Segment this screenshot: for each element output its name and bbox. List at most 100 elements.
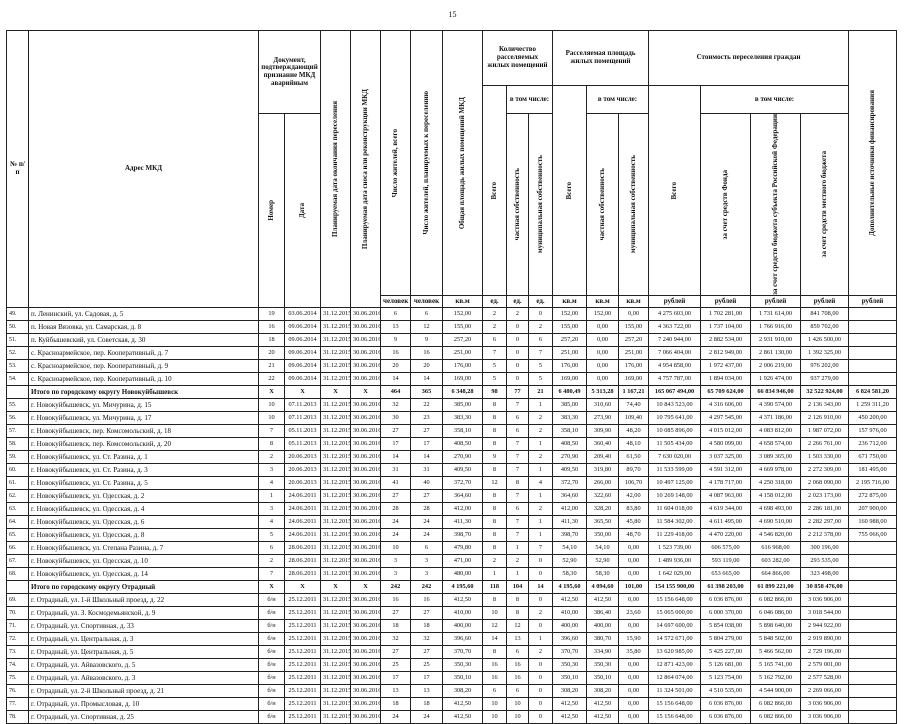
- table-cell: 370,70: [552, 644, 588, 659]
- table-cell: 4 669 978,00: [750, 462, 802, 477]
- table-cell: [848, 566, 898, 581]
- table-cell: [848, 683, 898, 698]
- table-cell: 360,40: [586, 436, 620, 451]
- table-cell: 10 795 641,00: [648, 410, 702, 425]
- table-cell: 350,30: [586, 657, 620, 672]
- table-cell: 6: [410, 306, 443, 321]
- table-cell: 157 976,00: [848, 423, 898, 438]
- table-cell: 5: [258, 527, 285, 542]
- table-cell: 8: [482, 501, 507, 516]
- header-cell: в том числе:: [700, 85, 850, 114]
- address-cell: г. Новокуйбышевск, ул. Одесская, д. 4: [28, 501, 259, 516]
- table-cell: 0,00: [618, 592, 650, 607]
- table-cell: 30.06.2016: [350, 423, 381, 438]
- table-cell: 4 546 820,00: [750, 527, 802, 542]
- table-cell: 4 611 495,00: [700, 514, 752, 529]
- table-cell: 14: [410, 449, 443, 464]
- table-cell: 6: [410, 540, 443, 555]
- table-cell: 16: [482, 657, 507, 672]
- table-cell: 15 156 648,00: [648, 592, 702, 607]
- table-cell: 14 697 600,00: [648, 618, 702, 633]
- table-cell: 09.06.2014: [284, 358, 321, 373]
- table-cell: 8: [482, 436, 507, 451]
- table-cell: 6: [506, 501, 529, 516]
- table-cell: 2: [482, 319, 507, 334]
- table-cell: 293 535,00: [800, 553, 850, 568]
- table-cell: б/н: [258, 696, 285, 711]
- table-cell: 176,00: [442, 358, 483, 373]
- table-cell: 65 709 624,00: [700, 384, 752, 399]
- table-cell: 1: [258, 488, 285, 503]
- table-cell: 7: [527, 540, 554, 555]
- table-cell: 8: [506, 592, 529, 607]
- header-cell: частная собственность: [506, 113, 529, 296]
- table-cell: 2 579 001,00: [800, 657, 850, 672]
- table-cell: 77.: [6, 696, 29, 711]
- table-cell: 2: [527, 319, 554, 334]
- table-cell: 334,90: [586, 644, 620, 659]
- table-cell: 383,30: [552, 410, 588, 425]
- table-cell: 13: [506, 631, 529, 646]
- table-cell: 1 894 034,00: [700, 371, 752, 386]
- table-row: 70. г. Отрадный, ул. З. Космодемьянской, …: [6, 605, 898, 620]
- table-cell: 4 591 312,00: [700, 462, 752, 477]
- table-cell: 10: [506, 709, 529, 724]
- table-cell: 55.: [6, 397, 29, 412]
- table-cell: 1: [506, 540, 529, 555]
- header-cell: Стоимость переселения граждан: [648, 30, 850, 86]
- table-cell: 350,10: [552, 670, 588, 685]
- table-cell: 24: [410, 527, 443, 542]
- table-cell: 9: [482, 449, 507, 464]
- table-cell: 169,00: [552, 371, 588, 386]
- table-cell: 24: [380, 514, 411, 529]
- table-cell: 30.06.2016: [350, 566, 381, 581]
- table-cell: 24.06.2011: [284, 527, 321, 542]
- table-cell: 0,00: [586, 345, 620, 360]
- table-cell: 236 712,00: [848, 436, 898, 451]
- table-cell: 2 272 309,00: [800, 462, 850, 477]
- header-cell: Количество расселяемых жилых помещений: [481, 30, 554, 86]
- table-cell: 7: [482, 345, 507, 360]
- unit-cell: кв.м: [442, 294, 483, 308]
- table-cell: 5: [527, 371, 554, 386]
- table-cell: 104: [506, 579, 529, 594]
- table-cell: 31.12.2015: [320, 488, 351, 503]
- table-cell: 106,70: [618, 475, 650, 490]
- table-cell: X: [350, 384, 381, 399]
- header-text: частная собственность: [597, 168, 606, 241]
- table-cell: 10 843 523,00: [648, 397, 702, 412]
- table-cell: 52.: [6, 345, 29, 360]
- table-cell: 98: [482, 384, 507, 399]
- table-cell: 7: [258, 423, 285, 438]
- table-cell: 4: [527, 475, 554, 490]
- table-cell: 4 363 722,00: [648, 319, 702, 334]
- table-cell: 6: [506, 423, 529, 438]
- table-cell: 10: [506, 696, 529, 711]
- table-cell: б/н: [258, 605, 285, 620]
- table-row: 73. г. Отрадный, ул. Центральная, д. 5 б/н…: [6, 644, 898, 659]
- table-cell: 8: [482, 423, 507, 438]
- header-text: Номер: [266, 200, 275, 221]
- table-cell: 5 123 754,00: [700, 670, 752, 685]
- table-cell: 09.06.2014: [284, 371, 321, 386]
- address-cell: п. Ленинский, ул. Садовая, д. 5: [28, 306, 259, 321]
- table-cell: 2 269 066,00: [800, 683, 850, 698]
- table-cell: 471,00: [442, 553, 483, 568]
- table-cell: 30.06.2016: [350, 644, 381, 659]
- table-cell: 14: [482, 631, 507, 646]
- table-cell: 63.: [6, 501, 29, 516]
- table-cell: 3: [258, 462, 285, 477]
- table-cell: 3 036 906,00: [800, 709, 850, 724]
- table-cell: [848, 709, 898, 724]
- table-cell: 4 087 963,00: [700, 488, 752, 503]
- table-cell: 6 036 876,00: [700, 709, 752, 724]
- table-cell: 2 882 534,00: [700, 332, 752, 347]
- address-cell: г. Новокуйбышевск, ул. Ст. Разина, д. 1: [28, 449, 259, 464]
- table-cell: 30.06.2016: [350, 657, 381, 672]
- table-cell: 8: [482, 514, 507, 529]
- table-cell: 30.06.2016: [350, 410, 381, 425]
- table-cell: 6: [506, 644, 529, 659]
- table-row: 62. г. Новокуйбышевск, ул. Одесская, д. 2…: [6, 488, 898, 503]
- header-cell: № п/п: [6, 30, 29, 308]
- table-cell: 16: [258, 319, 285, 334]
